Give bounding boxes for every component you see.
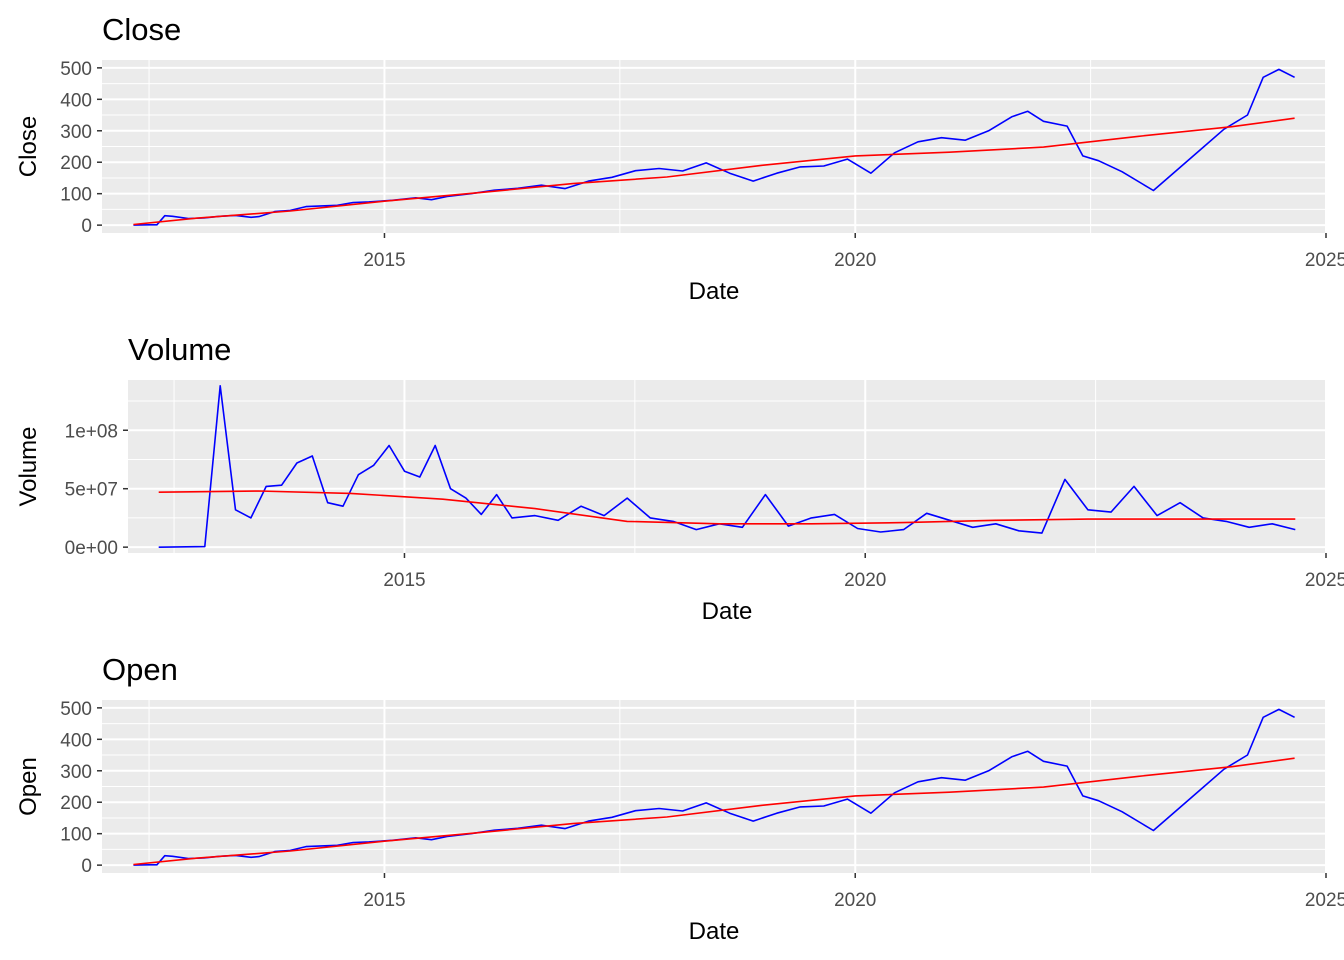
y-tick-label: 300	[60, 122, 92, 143]
y-tick-label: 200	[60, 153, 92, 174]
y-tick-label: 400	[60, 90, 92, 111]
y-axis-title: Volume	[15, 426, 42, 506]
panel-2: Open 0 100 200 300 400 500 2015 2020 2025 Date Open	[15, 652, 1344, 945]
series-line-data	[133, 708, 1295, 866]
y-tick-label: 0	[81, 216, 92, 237]
chart-title: Open	[102, 652, 178, 687]
series-line-trend	[133, 117, 1295, 226]
panel-0: Close 0 100 200 300 400 500 2015 2020 2025 Date Clo…	[15, 12, 1344, 305]
panel-1: Volume 0e+00 5e+07 1e+08 2015 2020 2025 Date Vol…	[15, 332, 1344, 625]
y-axis-title: Close	[15, 116, 42, 177]
y-tick-label: 200	[60, 793, 92, 814]
x-tick-label: 2015	[383, 570, 425, 591]
plot-panel	[128, 380, 1326, 553]
x-tick-label: 2015	[363, 250, 405, 271]
y-tick-label: 100	[60, 185, 92, 206]
y-tick-label: 100	[60, 825, 92, 846]
y-tick-label: 500	[60, 699, 92, 720]
series-line-data	[133, 68, 1295, 226]
y-tick-label: 0	[81, 856, 92, 877]
y-tick-label: 300	[60, 762, 92, 783]
y-tick-label: 0e+00	[65, 538, 118, 559]
x-axis-title: Date	[689, 278, 740, 305]
series-line-trend	[158, 490, 1296, 525]
x-tick-label: 2025	[1305, 890, 1344, 911]
x-tick-label: 2025	[1305, 570, 1344, 591]
x-tick-label: 2020	[844, 570, 886, 591]
x-axis-title: Date	[689, 918, 740, 945]
x-tick-label: 2015	[363, 890, 405, 911]
y-axis-title: Open	[15, 757, 42, 816]
x-tick-label: 2020	[834, 890, 876, 911]
chart-title: Close	[102, 12, 181, 47]
y-tick-label: 5e+07	[65, 480, 118, 501]
chart-title: Volume	[128, 332, 231, 367]
y-tick-label: 500	[60, 59, 92, 80]
series-line-trend	[133, 757, 1295, 866]
x-tick-label: 2020	[834, 250, 876, 271]
y-tick-label: 1e+08	[65, 421, 118, 442]
x-axis-title: Date	[702, 598, 753, 625]
y-tick-label: 400	[60, 730, 92, 751]
series-line-data	[158, 385, 1296, 548]
x-tick-label: 2025	[1305, 250, 1344, 271]
